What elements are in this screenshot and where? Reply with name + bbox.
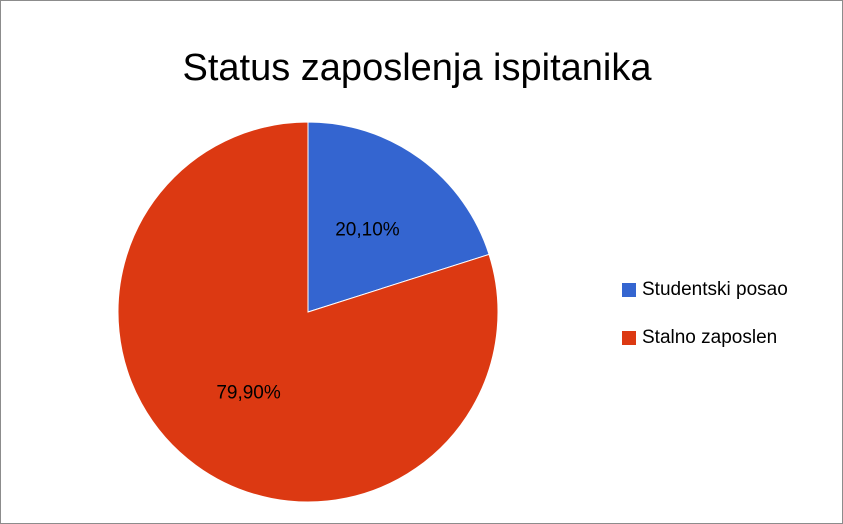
chart-title: Status zaposlenja ispitanika xyxy=(183,47,653,89)
legend-swatch xyxy=(622,331,636,345)
pie-slice xyxy=(307,121,490,313)
pie-slice xyxy=(117,121,499,503)
data-label: 20,10% xyxy=(335,220,400,241)
legend-swatch xyxy=(622,283,636,297)
legend-label: Studentski posao xyxy=(642,279,788,300)
data-label: 79,90% xyxy=(216,382,281,403)
legend-label: Stalno zaposlen xyxy=(642,327,777,348)
